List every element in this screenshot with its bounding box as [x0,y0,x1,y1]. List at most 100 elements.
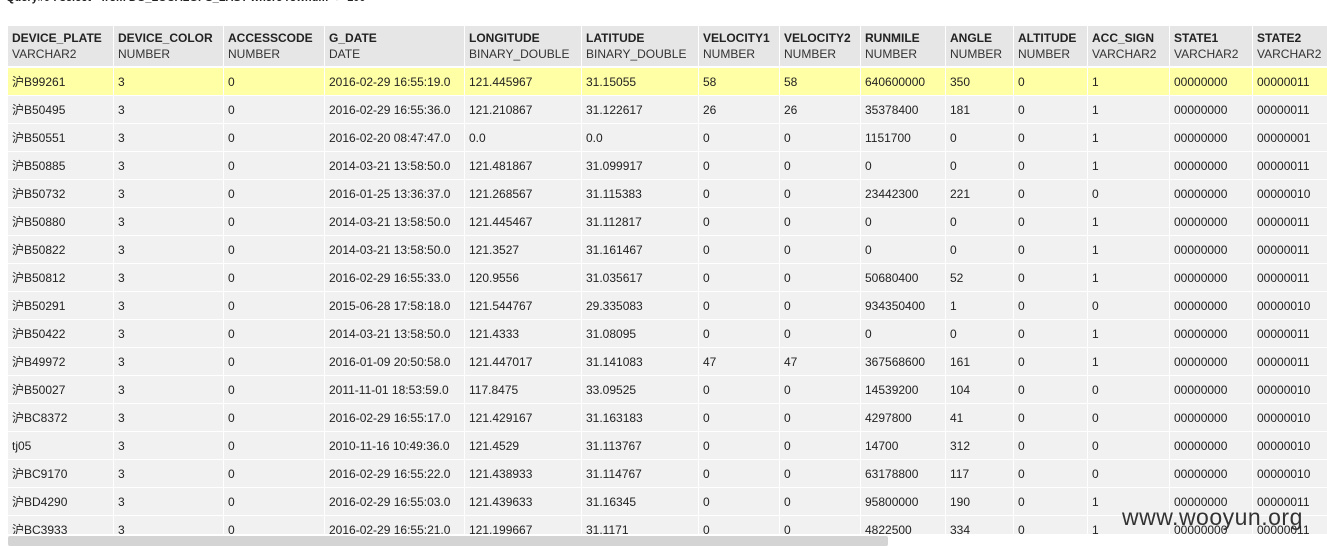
table-cell[interactable]: 1 [1088,68,1170,96]
table-cell[interactable]: 0 [780,432,861,460]
table-cell[interactable]: 0 [224,320,325,348]
table-cell[interactable]: 0 [946,320,1014,348]
column-header[interactable]: LONGITUDE BINARY_DOUBLE [465,26,582,66]
table-cell[interactable]: 3 [114,180,224,208]
table-cell[interactable]: 00000010 [1253,432,1327,460]
table-cell[interactable]: 31.08095 [582,320,699,348]
table-cell[interactable]: 沪B50812 [8,264,114,292]
table-cell[interactable]: 0 [699,208,780,236]
table-cell[interactable]: 00000000 [1170,348,1253,376]
table-cell[interactable]: 26 [699,96,780,124]
table-cell[interactable]: 0 [780,264,861,292]
table-cell[interactable]: 31.122617 [582,96,699,124]
table-cell[interactable]: 0 [699,180,780,208]
table-cell[interactable]: 00000011 [1253,516,1327,534]
table-cell[interactable]: 58 [699,68,780,96]
table-cell[interactable]: 104 [946,376,1014,404]
table-cell[interactable]: 0 [1014,236,1088,264]
table-cell[interactable]: 31.114767 [582,460,699,488]
table-cell[interactable]: 221 [946,180,1014,208]
table-cell[interactable]: 2014-03-21 13:58:50.0 [325,152,465,180]
table-cell[interactable]: 0.0 [582,124,699,152]
table-cell[interactable]: 2016-01-09 20:50:58.0 [325,348,465,376]
table-cell[interactable]: 1 [1088,208,1170,236]
table-cell[interactable]: 117 [946,460,1014,488]
table-cell[interactable]: 3 [114,320,224,348]
table-cell[interactable]: 0 [1088,292,1170,320]
table-cell[interactable]: 31.15055 [582,68,699,96]
table-cell[interactable]: 31.141083 [582,348,699,376]
table-cell[interactable]: 31.035617 [582,264,699,292]
table-cell[interactable]: 沪B50495 [8,96,114,124]
table-cell[interactable]: 2014-03-21 13:58:50.0 [325,236,465,264]
table-cell[interactable]: 0 [1014,264,1088,292]
table-cell[interactable]: 00000000 [1170,208,1253,236]
table-cell[interactable]: 00000000 [1170,320,1253,348]
table-cell[interactable]: 2015-06-28 17:58:18.0 [325,292,465,320]
table-cell[interactable]: 1 [1088,488,1170,516]
table-cell[interactable]: 2016-01-25 13:36:37.0 [325,180,465,208]
table-cell[interactable]: 沪BC3933 [8,516,114,534]
table-cell[interactable]: 0 [780,320,861,348]
table-cell[interactable]: 00000000 [1170,488,1253,516]
table-cell[interactable]: 0 [224,96,325,124]
table-cell[interactable]: 120.9556 [465,264,582,292]
table-cell[interactable]: 00000010 [1253,376,1327,404]
column-header[interactable]: DEVICE_COLOR NUMBER [114,26,224,66]
table-cell[interactable]: 31.099917 [582,152,699,180]
table-cell[interactable]: 1 [1088,152,1170,180]
table-cell[interactable]: 00000011 [1253,68,1327,96]
table-cell[interactable]: 00000011 [1253,488,1327,516]
table-cell[interactable]: 0 [224,460,325,488]
table-cell[interactable]: 00000000 [1170,68,1253,96]
column-header[interactable]: STATE1 VARCHAR2 [1170,26,1253,66]
table-cell[interactable]: 33.09525 [582,376,699,404]
table-cell[interactable]: 181 [946,96,1014,124]
table-cell[interactable]: 00000010 [1253,292,1327,320]
table-cell[interactable]: 3 [114,516,224,534]
table-cell[interactable]: 00000000 [1170,96,1253,124]
table-cell[interactable]: 00000000 [1170,152,1253,180]
table-cell[interactable]: 0 [1014,348,1088,376]
table-cell[interactable]: 121.438933 [465,460,582,488]
column-header[interactable]: ALTITUDE NUMBER [1014,26,1088,66]
table-cell[interactable]: 0 [224,208,325,236]
table-cell[interactable]: 沪BC9170 [8,460,114,488]
table-cell[interactable]: 3 [114,292,224,320]
table-cell[interactable]: 0 [861,236,946,264]
table-cell[interactable]: 121.199667 [465,516,582,534]
table-cell[interactable]: 0 [946,124,1014,152]
table-cell[interactable]: 0 [1014,404,1088,432]
table-cell[interactable]: 0 [224,236,325,264]
table-cell[interactable]: 117.8475 [465,376,582,404]
table-cell[interactable]: 沪B50422 [8,320,114,348]
table-cell[interactable]: 1 [1088,236,1170,264]
table-cell[interactable]: 3 [114,404,224,432]
table-cell[interactable]: 0 [699,236,780,264]
table-cell[interactable]: 367568600 [861,348,946,376]
table-cell[interactable]: 3 [114,152,224,180]
table-cell[interactable]: 00000011 [1253,208,1327,236]
table-cell[interactable]: 0 [861,320,946,348]
table-cell[interactable]: 0 [1014,488,1088,516]
table-cell[interactable]: 26 [780,96,861,124]
table-cell[interactable]: 00000011 [1253,152,1327,180]
table-cell[interactable]: 1 [1088,348,1170,376]
table-cell[interactable]: 312 [946,432,1014,460]
table-cell[interactable]: 00000000 [1170,516,1253,534]
table-cell[interactable]: 00000011 [1253,320,1327,348]
table-cell[interactable]: 0 [1014,460,1088,488]
table-cell[interactable]: 3 [114,460,224,488]
table-cell[interactable]: 334 [946,516,1014,534]
table-cell[interactable]: 35378400 [861,96,946,124]
table-cell[interactable]: 0 [780,404,861,432]
table-cell[interactable]: 0 [699,404,780,432]
table-cell[interactable]: 121.439633 [465,488,582,516]
table-cell[interactable]: 3 [114,264,224,292]
table-cell[interactable]: 0 [1014,320,1088,348]
table-cell[interactable]: 3 [114,488,224,516]
table-cell[interactable]: 沪B50732 [8,180,114,208]
table-cell[interactable]: 2016-02-29 16:55:33.0 [325,264,465,292]
table-cell[interactable]: 3 [114,236,224,264]
table-cell[interactable]: 00000000 [1170,236,1253,264]
